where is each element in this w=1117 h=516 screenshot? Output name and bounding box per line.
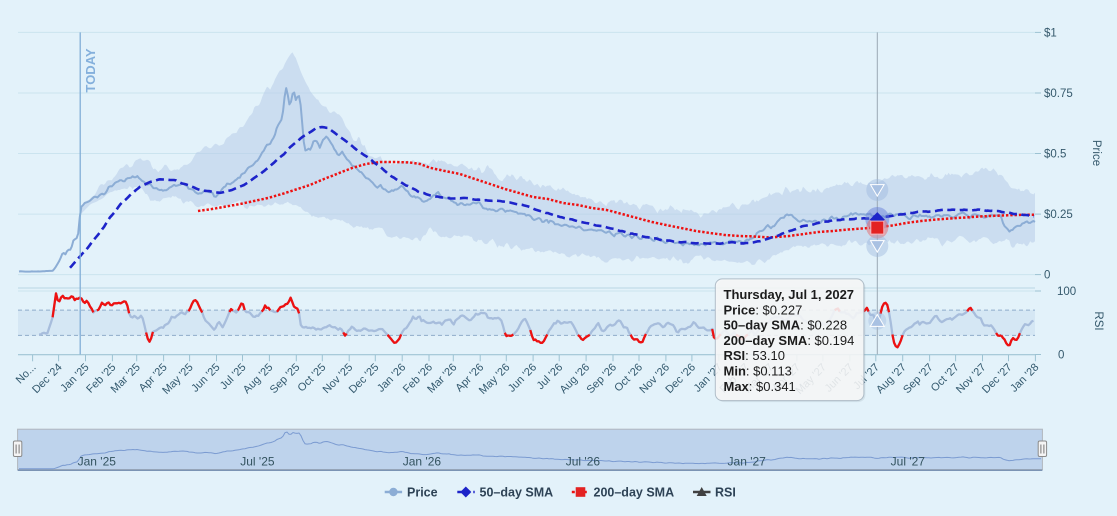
- svg-text:Jan '27: Jan '27: [728, 455, 767, 469]
- svg-text:$0.5: $0.5: [1044, 149, 1066, 161]
- svg-text:RSI: RSI: [1092, 311, 1104, 330]
- svg-text:RSI: RSI: [715, 486, 736, 500]
- svg-text:Jan '25: Jan '25: [78, 455, 117, 469]
- svg-text:$0.75: $0.75: [1044, 88, 1073, 100]
- svg-text:Price: $0.227: Price: $0.227: [724, 302, 803, 317]
- svg-text:Jul '25: Jul '25: [240, 455, 275, 469]
- svg-text:$1: $1: [1044, 27, 1057, 39]
- svg-text:200–day SMA: $0.194: 200–day SMA: $0.194: [724, 333, 855, 348]
- svg-text:Jan '26: Jan '26: [403, 455, 442, 469]
- svg-text:50–day SMA: 50–day SMA: [480, 486, 554, 500]
- svg-text:Jul '27: Jul '27: [891, 455, 926, 469]
- svg-text:Price: Price: [407, 486, 438, 500]
- svg-text:Max: $0.341: Max: $0.341: [724, 379, 796, 394]
- svg-text:50–day SMA: $0.228: 50–day SMA: $0.228: [724, 318, 848, 333]
- svg-text:100: 100: [1057, 286, 1076, 298]
- svg-text:Jul '26: Jul '26: [566, 455, 601, 469]
- svg-text:Thursday, Jul 1, 2027: Thursday, Jul 1, 2027: [724, 287, 855, 302]
- svg-text:TODAY: TODAY: [83, 48, 98, 92]
- svg-text:0: 0: [1044, 270, 1050, 282]
- svg-text:200–day SMA: 200–day SMA: [594, 486, 675, 500]
- svg-text:Min: $0.113: Min: $0.113: [724, 364, 792, 379]
- svg-text:0: 0: [1058, 350, 1064, 362]
- svg-text:RSI: 53.10: RSI: 53.10: [724, 348, 785, 363]
- svg-text:$0.25: $0.25: [1044, 209, 1073, 221]
- svg-text:Price: Price: [1090, 140, 1102, 166]
